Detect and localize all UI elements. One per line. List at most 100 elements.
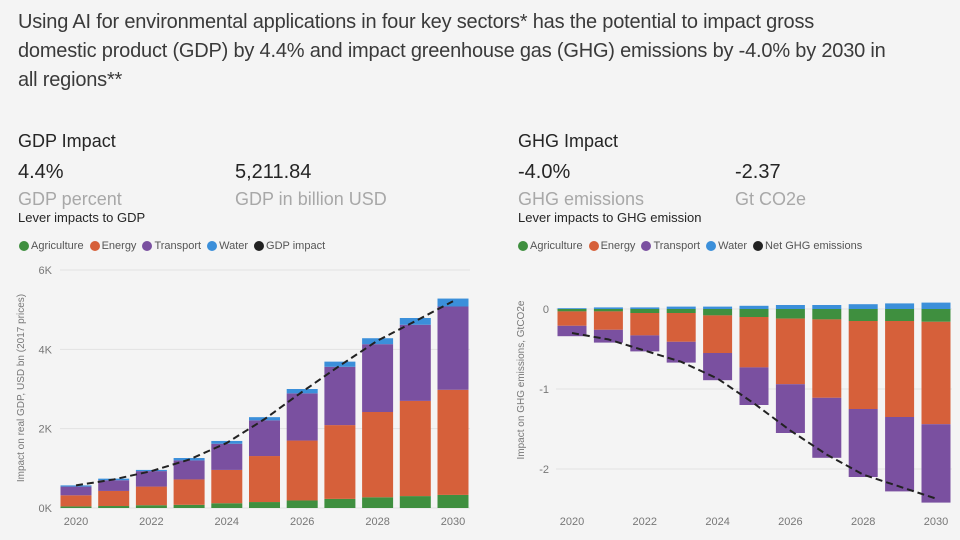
bar-transport-2028 [362, 344, 394, 413]
legend-dot-icon [142, 241, 153, 251]
legend-agriculture[interactable]: Agriculture [518, 240, 583, 252]
bar-agriculture-2025 [739, 309, 769, 317]
ghg-chart-title: Lever impacts to GHG emission [518, 210, 702, 225]
x-tick-label: 2028 [365, 516, 389, 528]
bar-agriculture-2025 [249, 502, 280, 508]
bar-transport-2030 [921, 424, 951, 503]
bar-water-2027 [324, 361, 356, 367]
bar-energy-2025 [739, 317, 769, 368]
legend-water[interactable]: Water [706, 240, 747, 252]
bar-agriculture-2030 [921, 309, 951, 322]
x-tick-label: 2022 [633, 516, 657, 528]
bar-energy-2029 [399, 400, 431, 497]
bar-water-2030 [437, 298, 469, 307]
legend-label: Water [219, 240, 249, 252]
legend-dot-icon [207, 241, 218, 251]
bar-energy-2023 [173, 479, 205, 505]
bar-energy-2026 [775, 318, 805, 385]
bar-transport-2026 [286, 393, 318, 441]
bar-water-2029 [885, 303, 915, 309]
bar-transport-2022 [630, 335, 660, 352]
bar-transport-2020 [60, 486, 92, 496]
bar-energy-2022 [135, 486, 167, 506]
bar-water-2023 [666, 306, 696, 309]
x-tick-label: 2024 [215, 516, 239, 528]
gdp-usd-label: GDP in billion USD [235, 189, 387, 209]
bar-transport-2030 [437, 306, 469, 390]
bar-agriculture-2029 [885, 309, 915, 321]
legend-dot-icon [706, 241, 717, 251]
bar-water-2025 [739, 305, 769, 309]
legend-energy[interactable]: Energy [588, 240, 636, 252]
legend-dot-icon [641, 241, 652, 251]
bar-transport-2029 [885, 417, 915, 492]
y-tick-label: 0 [543, 304, 549, 316]
gdp-panel-title: GDP Impact [18, 131, 116, 151]
x-tick-label: 2020 [560, 516, 584, 528]
bar-transport-2026 [775, 384, 805, 433]
ghg-panel-title: GHG Impact [518, 131, 619, 151]
bar-energy-2028 [362, 412, 394, 498]
legend-net-ghg[interactable]: Net GHG emissions [753, 240, 862, 252]
bar-agriculture-2026 [286, 500, 318, 508]
legend-label: Net GHG emissions [765, 240, 863, 252]
legend-transport[interactable]: Transport [641, 240, 700, 252]
bar-water-2024 [703, 306, 733, 309]
bar-agriculture-2028 [848, 309, 878, 321]
bar-agriculture-2023 [666, 309, 696, 313]
title-line-2: domestic product (GDP) by 4.4% and impac… [18, 40, 886, 62]
x-tick-label: 2026 [290, 516, 314, 528]
legend-water[interactable]: Water [207, 240, 248, 252]
bar-agriculture-2020 [60, 506, 92, 508]
gdp-chart-title: Lever impacts to GDP [18, 210, 146, 225]
x-tick-label: 2020 [64, 516, 88, 528]
bar-transport-2021 [98, 480, 130, 491]
ghg-gt-value: -2.37 [735, 161, 781, 183]
bar-agriculture-2022 [135, 505, 167, 508]
bar-agriculture-2027 [812, 309, 842, 320]
title-line-1: Using AI for environmental applications … [18, 11, 815, 33]
bar-energy-2029 [885, 321, 915, 417]
bar-energy-2028 [848, 321, 878, 409]
legend-label: Transport [653, 240, 701, 252]
bar-energy-2022 [630, 313, 660, 336]
bar-agriculture-2030 [437, 494, 469, 508]
legend-agriculture[interactable]: Agriculture [19, 240, 84, 252]
bar-water-2030 [921, 302, 951, 309]
x-tick-label: 2026 [778, 516, 802, 528]
bar-energy-2027 [324, 425, 356, 499]
legend-energy[interactable]: Energy [89, 240, 136, 252]
legend-gdp-impact[interactable]: GDP impact [254, 240, 325, 252]
legend-dot-icon [89, 241, 100, 251]
x-tick-label: 2028 [851, 516, 875, 528]
bar-transport-2025 [739, 367, 769, 405]
x-tick-label: 2022 [139, 516, 163, 528]
x-tick-label: 2030 [924, 516, 948, 528]
y-tick-label: 6K [39, 265, 53, 277]
y-axis-title: Impact on GHG emissions, GtCO2e [516, 300, 527, 459]
y-axis-title: Impact on real GDP, USD bn (2017 prices) [16, 294, 27, 482]
legend-label: Transport [154, 240, 202, 252]
bar-agriculture-2029 [399, 496, 431, 508]
gdp-percent-value: 4.4% [18, 161, 64, 183]
x-tick-label: 2030 [441, 516, 465, 528]
bar-agriculture-2021 [98, 506, 130, 508]
bar-agriculture-2028 [362, 497, 394, 508]
ghg-legend: Agriculture Energy Transport Water Net G… [518, 240, 862, 252]
bar-water-2022 [135, 469, 167, 472]
bar-transport-2022 [135, 471, 167, 487]
bar-energy-2020 [557, 311, 587, 326]
legend-dot-icon [753, 241, 764, 251]
bar-water-2021 [593, 307, 623, 309]
legend-label: Energy [600, 240, 636, 252]
legend-dot-icon [19, 241, 29, 251]
y-tick-label: -2 [539, 464, 549, 476]
bar-water-2020 [60, 485, 92, 487]
bar-energy-2024 [211, 469, 243, 504]
legend-dot-icon [254, 241, 265, 251]
legend-label: Agriculture [31, 240, 84, 252]
legend-transport[interactable]: Transport [142, 240, 201, 252]
y-tick-label: 2K [39, 424, 53, 436]
bar-energy-2030 [921, 321, 951, 425]
bar-agriculture-2024 [211, 503, 243, 508]
